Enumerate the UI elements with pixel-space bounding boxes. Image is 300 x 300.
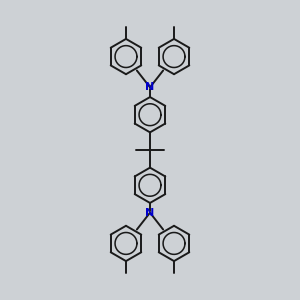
Text: N: N bbox=[146, 208, 154, 218]
Text: N: N bbox=[146, 82, 154, 92]
